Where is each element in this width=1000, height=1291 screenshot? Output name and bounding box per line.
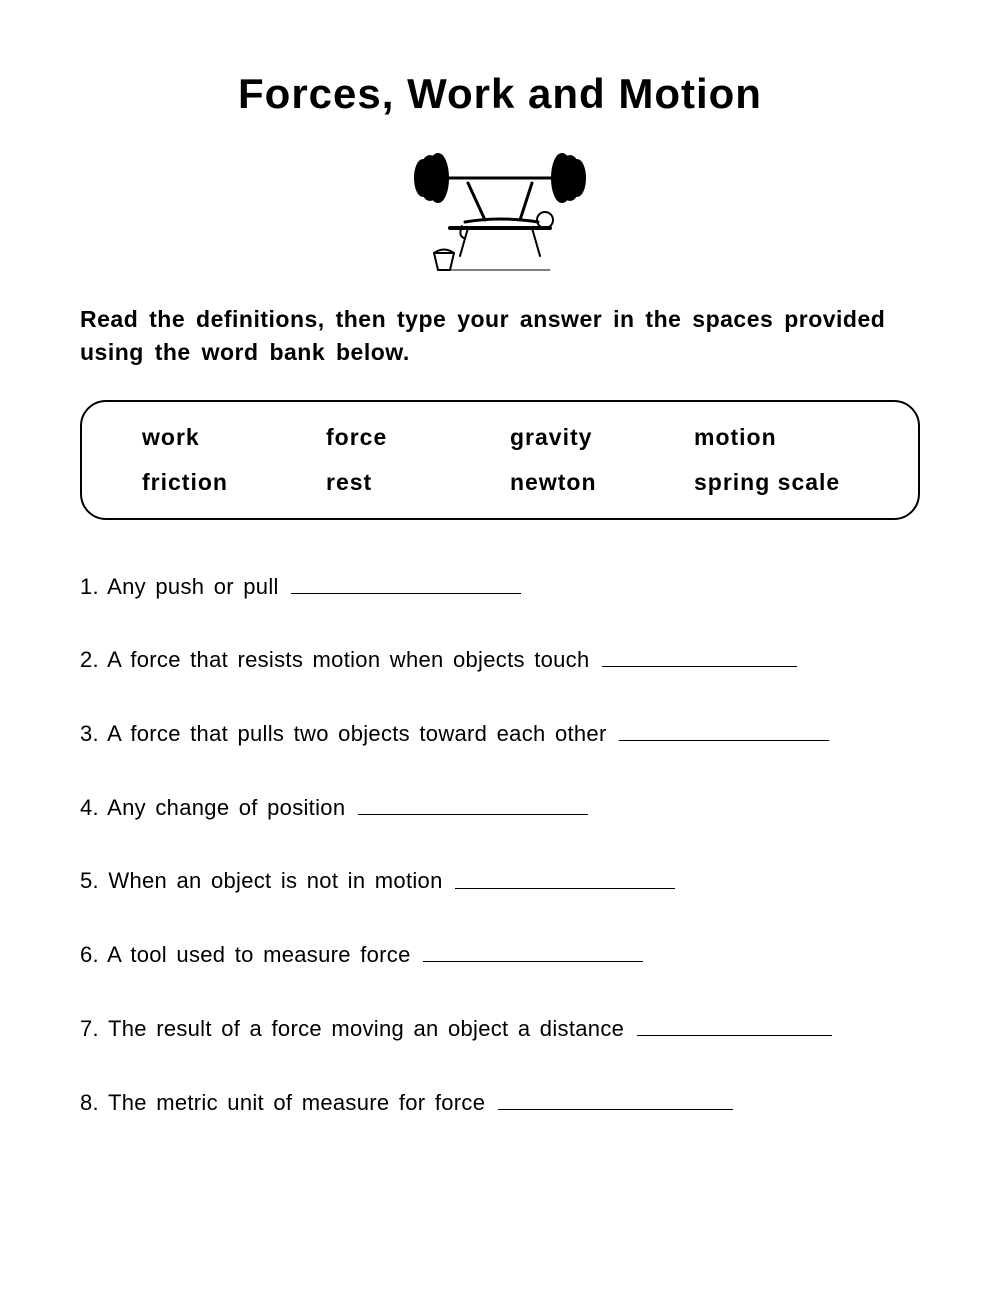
word-bank-word: motion bbox=[694, 424, 878, 451]
worksheet-page: Forces, Work and Motion bbox=[0, 0, 1000, 1291]
word-bank-word: force bbox=[326, 424, 510, 451]
answer-blank[interactable] bbox=[498, 1086, 733, 1110]
question-item: 8. The metric unit of measure for force bbox=[80, 1086, 920, 1118]
word-bank: work force gravity motion friction rest … bbox=[80, 400, 920, 520]
question-number: 1. bbox=[80, 574, 99, 599]
word-bank-word: friction bbox=[142, 469, 326, 496]
question-number: 3. bbox=[80, 721, 99, 746]
word-bank-word: spring scale bbox=[694, 469, 878, 496]
answer-blank[interactable] bbox=[423, 938, 643, 962]
question-item: 2. A force that resists motion when obje… bbox=[80, 643, 920, 675]
answer-blank[interactable] bbox=[291, 570, 521, 594]
question-text: A force that resists motion when objects… bbox=[99, 647, 599, 672]
page-title: Forces, Work and Motion bbox=[80, 70, 920, 118]
question-text: Any change of position bbox=[107, 795, 355, 820]
question-item: 6. A tool used to measure force bbox=[80, 938, 920, 970]
instructions-text: Read the definitions, then type your ans… bbox=[80, 303, 920, 370]
question-text: The metric unit of measure for force bbox=[108, 1090, 495, 1115]
question-item: 3. A force that pulls two objects toward… bbox=[80, 717, 920, 749]
question-item: 5. When an object is not in motion bbox=[80, 864, 920, 896]
question-item: 4. Any change of position bbox=[80, 791, 920, 823]
question-item: 1. Any push or pull bbox=[80, 570, 920, 602]
answer-blank[interactable] bbox=[358, 791, 588, 815]
weightlifter-illustration bbox=[390, 138, 610, 278]
question-number: 6. bbox=[80, 942, 99, 967]
question-text: Any push or pull bbox=[99, 574, 288, 599]
word-bank-word: gravity bbox=[510, 424, 694, 451]
question-text: A force that pulls two objects toward ea… bbox=[107, 721, 616, 746]
word-bank-row: work force gravity motion bbox=[142, 424, 878, 451]
question-number: 5. bbox=[80, 869, 99, 894]
question-item: 7. The result of a force moving an objec… bbox=[80, 1012, 920, 1044]
question-text: The result of a force moving an object a… bbox=[108, 1016, 634, 1041]
word-bank-word: newton bbox=[510, 469, 694, 496]
answer-blank[interactable] bbox=[619, 717, 829, 741]
answer-blank[interactable] bbox=[637, 1012, 832, 1036]
question-text: A tool used to measure force bbox=[107, 942, 420, 967]
answer-blank[interactable] bbox=[602, 643, 797, 667]
word-bank-word: work bbox=[142, 424, 326, 451]
question-text: When an object is not in motion bbox=[108, 869, 452, 894]
word-bank-word: rest bbox=[326, 469, 510, 496]
question-number: 2. bbox=[80, 647, 99, 672]
answer-blank[interactable] bbox=[455, 864, 675, 888]
question-number: 8. bbox=[80, 1090, 99, 1115]
question-number: 7. bbox=[80, 1016, 99, 1041]
questions-list: 1. Any push or pull 2. A force that resi… bbox=[80, 570, 920, 1118]
word-bank-row: friction rest newton spring scale bbox=[142, 469, 878, 496]
question-number: 4. bbox=[80, 795, 99, 820]
